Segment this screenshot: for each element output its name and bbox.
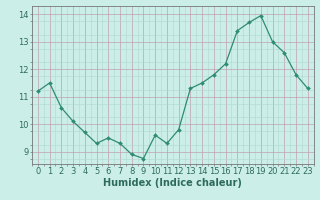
X-axis label: Humidex (Indice chaleur): Humidex (Indice chaleur): [103, 178, 242, 188]
